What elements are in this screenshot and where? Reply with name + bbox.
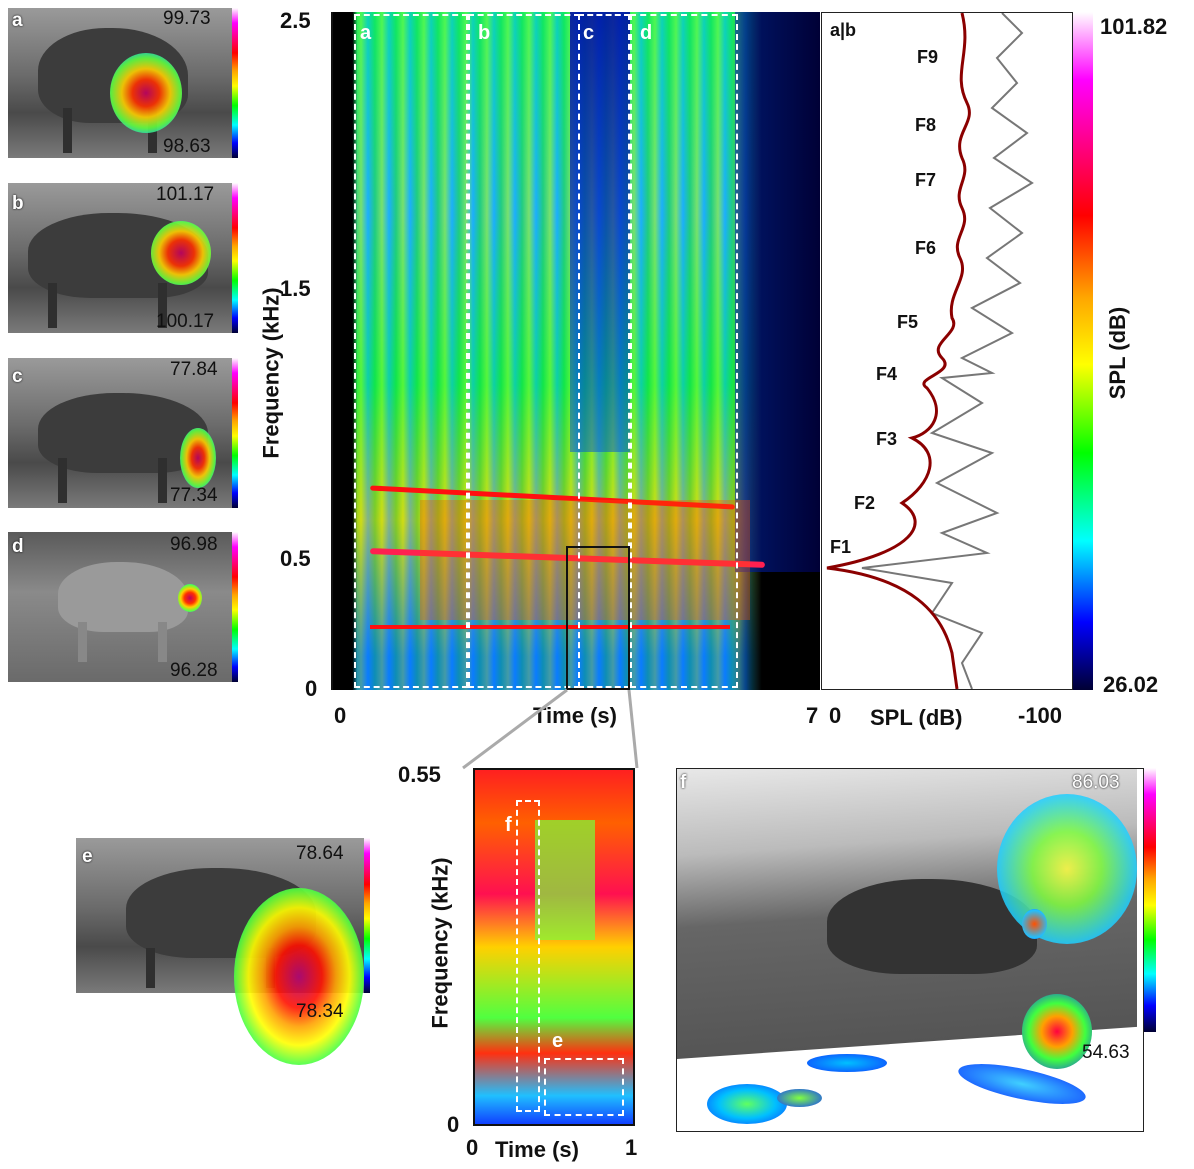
colorbar-min: 26.02 bbox=[1103, 672, 1159, 697]
formant-label-f2: F2 bbox=[854, 493, 876, 513]
segment-box-d bbox=[630, 14, 738, 688]
main-colorbar bbox=[1073, 12, 1093, 690]
panel-a-min: 98.63 bbox=[163, 136, 211, 157]
panel-e-max: 78.64 bbox=[296, 843, 344, 864]
panel-c-max: 77.84 bbox=[170, 359, 218, 380]
y-axis-title: Frequency (kHz) bbox=[258, 287, 284, 459]
panel-b-max: 101.17 bbox=[156, 184, 215, 205]
zoom-y-tick: 0.55 bbox=[398, 762, 441, 787]
mini-colorbar-a bbox=[232, 8, 238, 158]
segment-box-c bbox=[578, 14, 630, 688]
spl-x-tick: 0 bbox=[829, 703, 842, 728]
zoom-x-tick: 0 bbox=[466, 1135, 479, 1160]
mini-colorbar-b bbox=[232, 183, 238, 333]
zoom-segment-label-f: f bbox=[505, 814, 512, 836]
formant-label-f9: F9 bbox=[917, 47, 939, 67]
formant-label-f5: F5 bbox=[897, 312, 919, 332]
panel-letter-b: b bbox=[12, 193, 24, 214]
harmonic-band bbox=[370, 625, 730, 629]
segment-box-a bbox=[354, 14, 468, 688]
spl-x-tick: -100 bbox=[1018, 703, 1063, 728]
sound-heatmap bbox=[151, 221, 211, 285]
panel-letter-e: e bbox=[82, 846, 93, 867]
segment-label-c: c bbox=[583, 22, 595, 44]
formant-label-f4: F4 bbox=[876, 364, 898, 384]
formant-label-f3: F3 bbox=[876, 429, 898, 449]
panel-d-min: 96.28 bbox=[170, 660, 218, 681]
x-tick-label: 7 bbox=[806, 703, 819, 728]
formant-label-f8: F8 bbox=[915, 115, 937, 135]
y-tick-label: 1.5 bbox=[280, 276, 311, 301]
photo-panel-f bbox=[676, 768, 1144, 1132]
spl-profile-plot bbox=[826, 12, 1034, 690]
spl-raw-trace bbox=[861, 12, 1034, 690]
segment-label-d: d bbox=[640, 22, 653, 44]
spl-x-axis-title: SPL (dB) bbox=[870, 705, 963, 730]
x-tick-label: 0 bbox=[334, 703, 347, 728]
segment-box-b bbox=[468, 14, 580, 688]
photo-panel-d bbox=[8, 532, 232, 682]
panel-letter-f: f bbox=[680, 772, 687, 793]
panel-e-min: 78.34 bbox=[296, 1001, 344, 1022]
zoom-segment-box-f bbox=[516, 800, 540, 1112]
spl-envelope-curve bbox=[826, 12, 971, 690]
sound-heatmap bbox=[110, 53, 182, 133]
panel-a-max: 99.73 bbox=[163, 8, 211, 29]
y-tick-label: 2.5 bbox=[280, 8, 311, 33]
panel-f-max: 86.03 bbox=[1072, 772, 1120, 793]
panel-d-max: 96.98 bbox=[170, 534, 218, 555]
colorbar-max: 101.82 bbox=[1100, 14, 1168, 39]
sound-heatmap bbox=[234, 888, 364, 1065]
zoom-x-tick: 1 bbox=[625, 1135, 638, 1160]
spl-profile-panel bbox=[821, 12, 1073, 690]
sound-heatmap bbox=[180, 428, 216, 488]
photo-panel-a bbox=[8, 8, 232, 158]
y-tick-label: 0 bbox=[305, 676, 318, 701]
zoom-connector bbox=[462, 688, 639, 770]
spl-panel-label: a|b bbox=[830, 20, 857, 40]
panel-letter-a: a bbox=[12, 10, 23, 31]
zoom-y-tick: 0 bbox=[447, 1112, 460, 1137]
formant-label-f7: F7 bbox=[915, 170, 937, 190]
panel-b-min: 100.17 bbox=[156, 311, 215, 332]
elephant-silhouette bbox=[58, 562, 188, 632]
formant-label-f1: F1 bbox=[830, 537, 852, 557]
mini-colorbar-c bbox=[232, 358, 238, 508]
zoom-region-box bbox=[566, 546, 630, 690]
zoom-segment-label-e: e bbox=[552, 1030, 564, 1052]
photo-panel-c bbox=[8, 358, 232, 508]
y-axis-line bbox=[331, 12, 333, 690]
panel-f-min: 54.63 bbox=[1082, 1042, 1130, 1063]
panel-letter-c: c bbox=[12, 366, 23, 387]
segment-label-b: b bbox=[478, 22, 491, 44]
mini-colorbar-e bbox=[364, 838, 370, 993]
segment-label-a: a bbox=[360, 22, 372, 44]
zoom-x-axis-title: Time (s) bbox=[495, 1137, 579, 1162]
x-axis-title: Time (s) bbox=[533, 703, 617, 728]
sound-heatmap bbox=[178, 584, 202, 612]
zoom-y-axis-title: Frequency (kHz) bbox=[427, 857, 453, 1029]
panel-letter-d: d bbox=[12, 536, 24, 557]
photo-panel-b bbox=[8, 183, 232, 333]
panel-c-min: 77.34 bbox=[170, 485, 218, 506]
y-tick-label: 0.5 bbox=[280, 546, 311, 571]
zoom-segment-box-e bbox=[544, 1058, 624, 1116]
colorbar-title: SPL (dB) bbox=[1105, 306, 1131, 400]
mini-colorbar-d bbox=[232, 532, 238, 682]
formant-label-f6: F6 bbox=[915, 238, 937, 258]
mini-colorbar-f bbox=[1144, 768, 1156, 1032]
